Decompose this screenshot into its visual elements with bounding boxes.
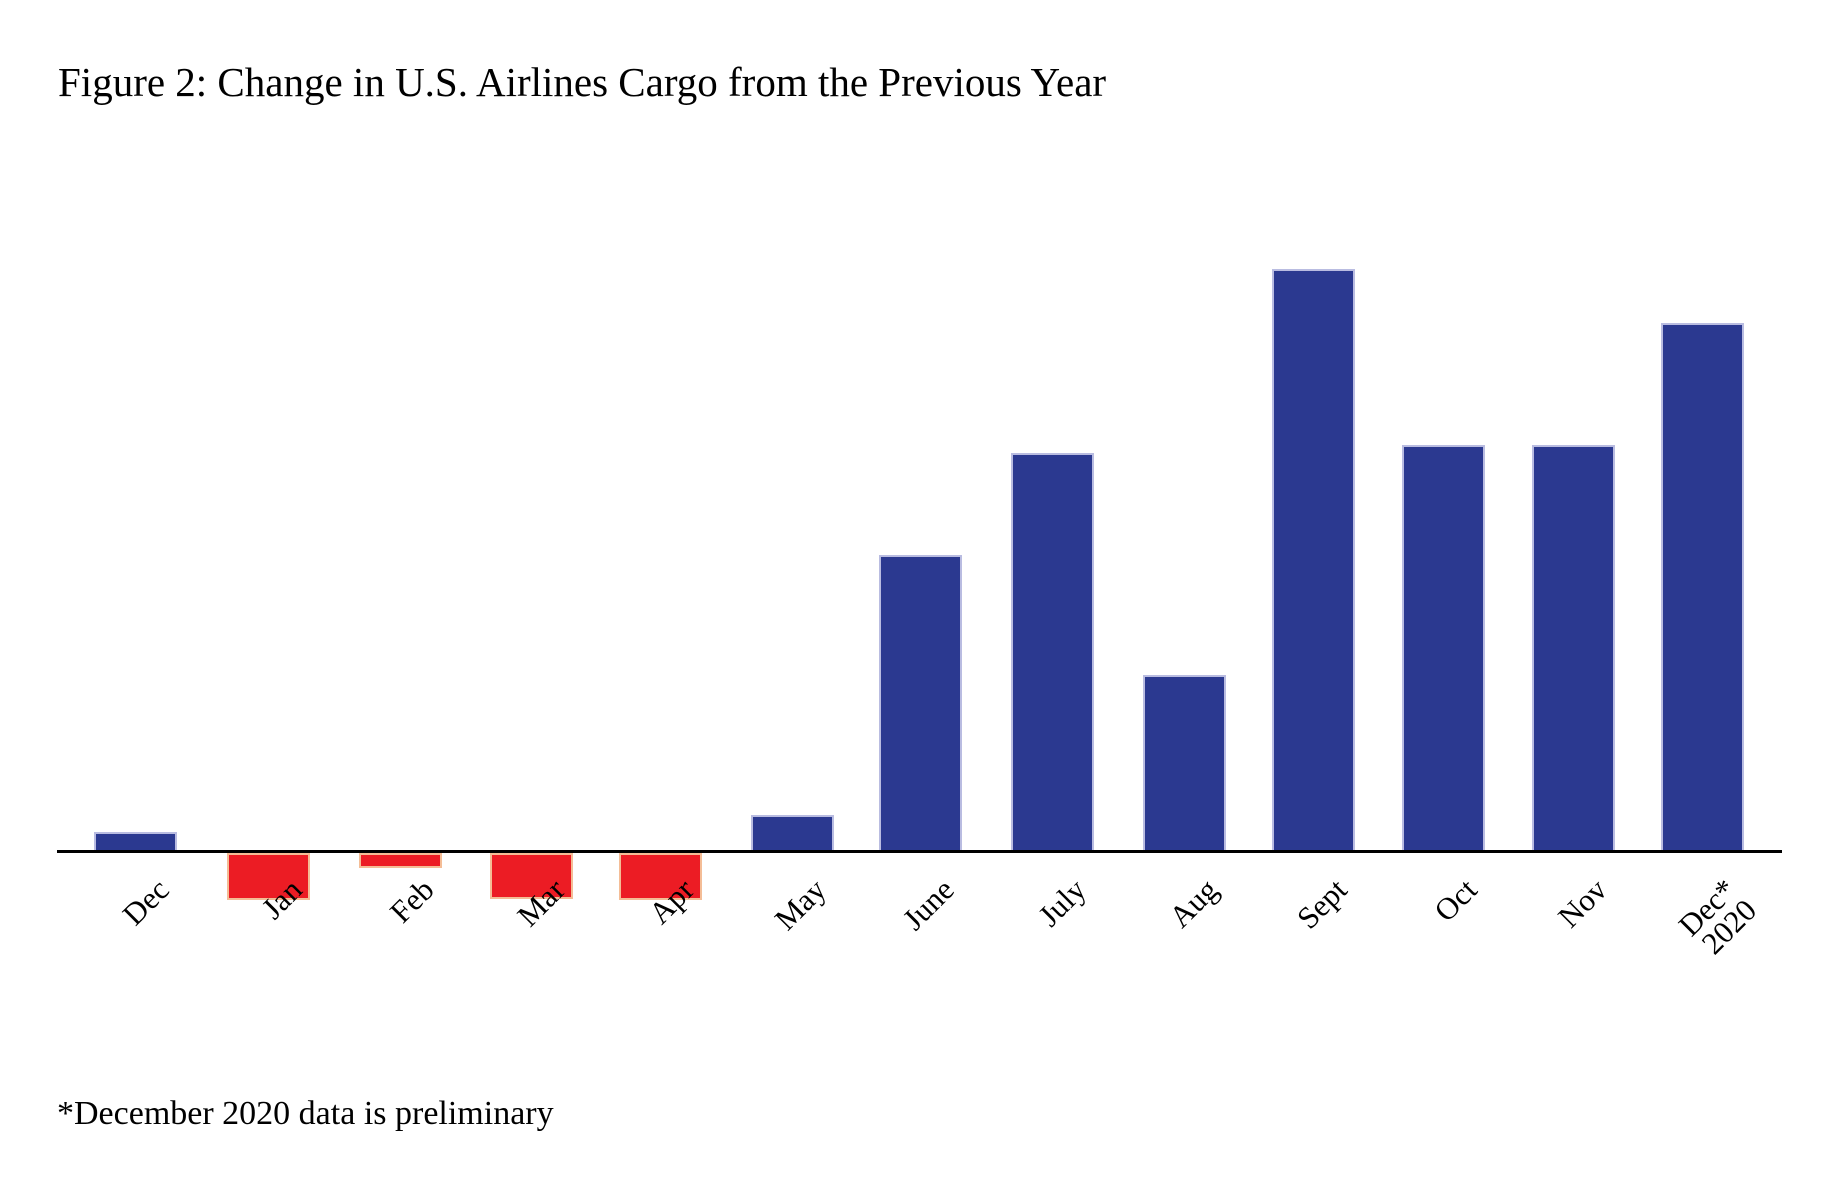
x-axis-label-aug: Aug	[1162, 871, 1225, 935]
x-axis-label-may: May	[767, 871, 833, 937]
x-axis-line	[57, 850, 1782, 853]
x-axis-label-nov: Nov	[1551, 871, 1614, 935]
x-axis-label-sept: Sept	[1289, 871, 1354, 936]
x-axis-label-oct: Oct	[1427, 871, 1484, 929]
bar-apr	[619, 853, 702, 900]
bar-dec	[94, 832, 177, 852]
x-axis-label-july: July	[1031, 871, 1093, 934]
bar-oct	[1402, 445, 1485, 852]
bar-feb	[359, 853, 442, 868]
x-axis-sublabel-dec-star: 2020	[1694, 892, 1764, 962]
bar-dec-star	[1661, 323, 1744, 852]
bar-aug	[1143, 675, 1226, 852]
bar-jan	[227, 853, 310, 900]
bar-july	[1011, 453, 1094, 852]
x-axis-label-dec: Dec	[115, 871, 176, 932]
x-axis-label-june: June	[895, 871, 961, 937]
x-axis-label-dec-star: Dec* 2020	[1600, 872, 1764, 1036]
bar-june	[879, 555, 962, 852]
bar-nov	[1532, 445, 1615, 852]
chart-title: Figure 2: Change in U.S. Airlines Cargo …	[58, 59, 1107, 105]
bar-mar	[490, 853, 573, 899]
bar-sept	[1272, 269, 1355, 852]
x-axis-label-feb: Feb	[382, 871, 441, 930]
bar-may	[751, 815, 834, 852]
chart-footnote: *December 2020 data is preliminary	[57, 1095, 554, 1132]
